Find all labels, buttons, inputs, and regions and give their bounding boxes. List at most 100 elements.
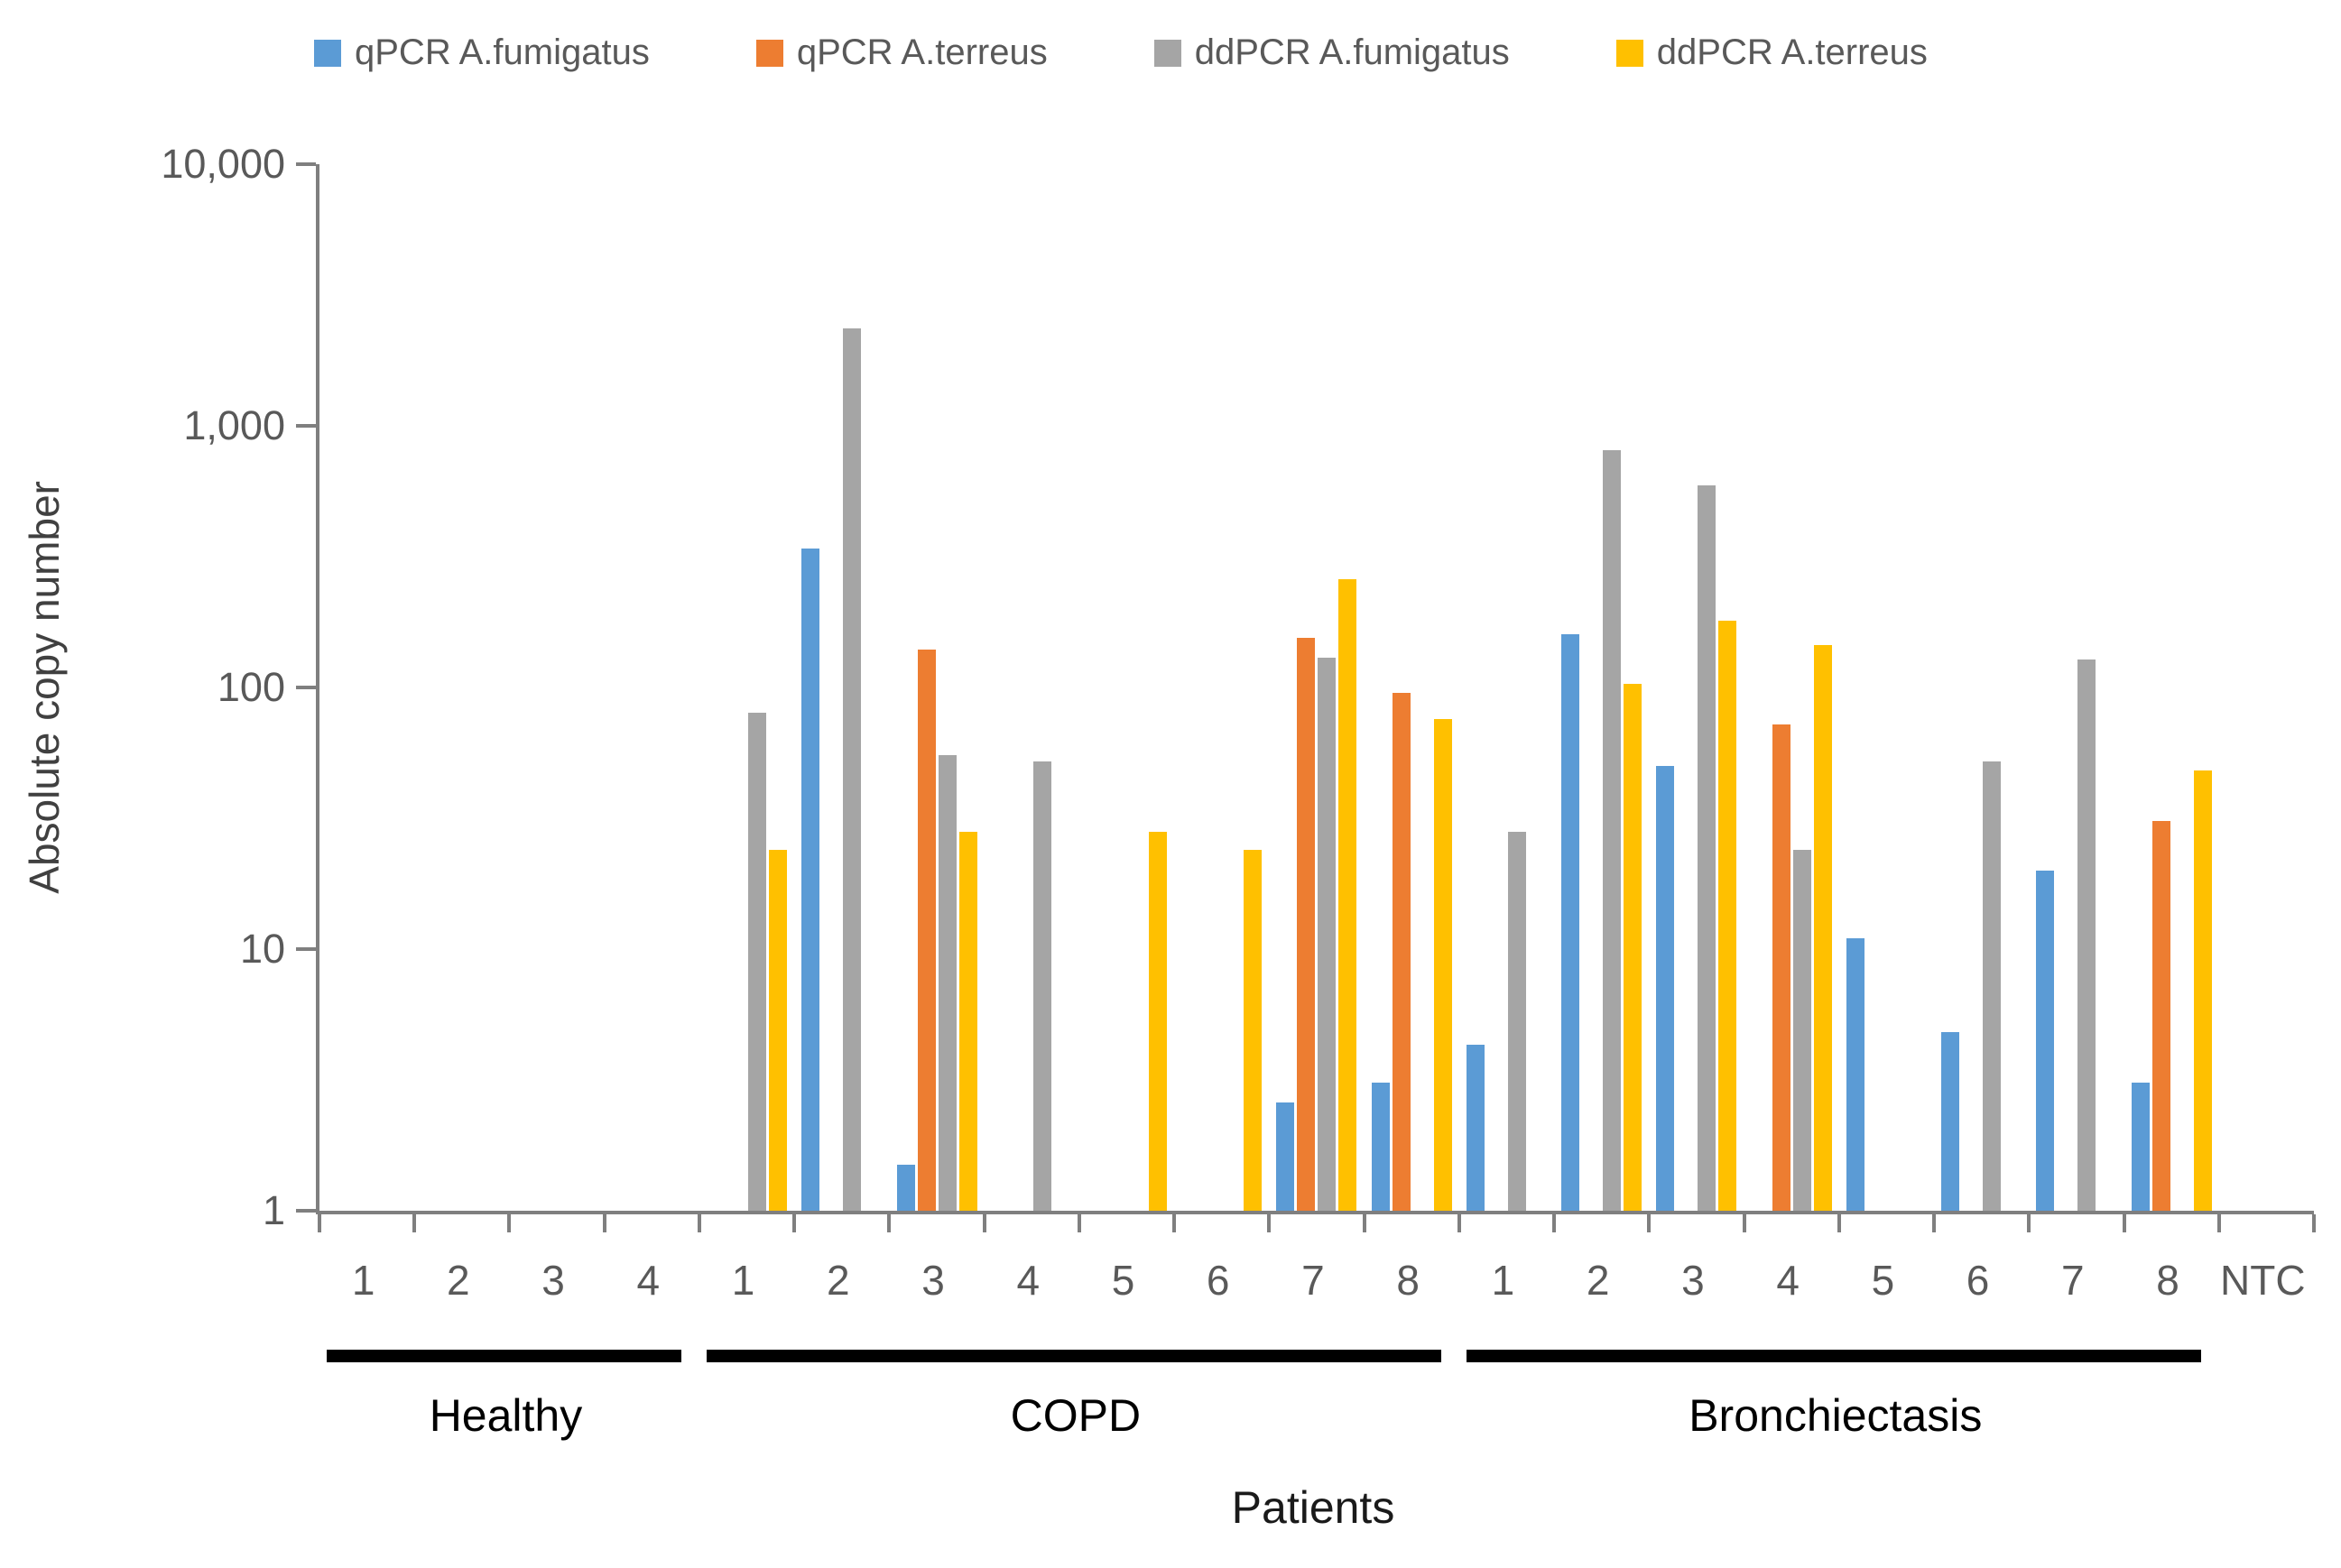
bar-slot <box>1792 164 1811 1211</box>
bar-slot <box>1054 164 1072 1211</box>
x-axis-title: Patients <box>316 1481 2310 1534</box>
bar-slot <box>1181 164 1199 1211</box>
bar <box>1718 620 1737 1211</box>
x-axis-tick <box>507 1214 512 1232</box>
group-label: COPD <box>1010 1390 1142 1441</box>
category-4 <box>985 164 1079 1211</box>
x-axis-tick <box>1362 1214 1366 1232</box>
bar-slot <box>1941 164 1960 1211</box>
bar <box>2077 659 2096 1211</box>
x-axis-tick <box>1742 1214 1746 1232</box>
bar <box>1656 766 1675 1211</box>
category-5 <box>1079 164 1174 1211</box>
x-tick-label: 1 <box>731 1257 755 1304</box>
x-tick-label: 3 <box>541 1257 565 1304</box>
category-3 <box>889 164 984 1211</box>
bar-slot <box>1338 164 1357 1211</box>
y-axis-tick <box>296 162 316 166</box>
x-axis-tick <box>1552 1214 1557 1232</box>
x-axis-tick <box>887 1214 892 1232</box>
group-underline <box>1466 1350 2201 1362</box>
bar <box>843 328 862 1211</box>
bar-slot <box>484 164 502 1211</box>
bar-slot <box>1603 164 1622 1211</box>
bar-slot <box>1087 164 1105 1211</box>
bar-slot <box>1529 164 1547 1211</box>
bar <box>1941 1032 1960 1211</box>
bar <box>1433 718 1452 1211</box>
x-axis-tick <box>1457 1214 1461 1232</box>
bar-slot <box>707 164 725 1211</box>
bar-slot <box>1813 164 1832 1211</box>
x-axis-tick <box>1837 1214 1841 1232</box>
x-tick-label: 3 <box>1681 1257 1705 1304</box>
bar-slot <box>463 164 481 1211</box>
bar-slot <box>1297 164 1316 1211</box>
x-axis-tick <box>318 1214 321 1232</box>
category-2 <box>1554 164 1649 1211</box>
x-tick-label: 8 <box>2156 1257 2179 1304</box>
x-axis-tick <box>982 1214 986 1232</box>
bar <box>1466 1045 1485 1211</box>
bar-slot <box>2057 164 2075 1211</box>
bar <box>1318 657 1337 1211</box>
x-tick-label: 1 <box>1491 1257 1515 1304</box>
group-underline <box>327 1350 681 1362</box>
plot-area <box>296 162 2316 1232</box>
x-axis-tick <box>2216 1214 2221 1232</box>
x-axis-tick <box>1172 1214 1177 1232</box>
category-4 <box>1744 164 1839 1211</box>
legend-item: qPCR A.fumigatus <box>314 32 650 73</box>
bar <box>1813 645 1832 1211</box>
category-7 <box>1269 164 1364 1211</box>
bar <box>1371 1082 1390 1211</box>
bar-slot <box>958 164 977 1211</box>
y-axis-labels: 10,000 1,000 100 10 1 <box>0 141 285 1233</box>
bar-slot <box>2173 164 2191 1211</box>
bar-slot <box>2036 164 2055 1211</box>
bar-slot <box>1244 164 1263 1211</box>
bar-slot <box>1561 164 1580 1211</box>
x-axis-tick <box>792 1214 797 1232</box>
bar <box>1392 693 1411 1211</box>
bar-slot <box>1107 164 1125 1211</box>
x-tick-label: 2 <box>1586 1257 1610 1304</box>
bar-slot <box>727 164 745 1211</box>
bar <box>1603 449 1622 1211</box>
bar-slot <box>2226 164 2244 1211</box>
bar-slot <box>1888 164 1906 1211</box>
bar-slot <box>917 164 936 1211</box>
x-tick-label: 2 <box>447 1257 470 1304</box>
x-tick-label: 2 <box>826 1257 850 1304</box>
x-tick-label: 4 <box>1016 1257 1041 1304</box>
bar <box>1624 684 1642 1211</box>
bar-slot <box>653 164 671 1211</box>
bar-slot <box>2098 164 2116 1211</box>
x-tick-label: 5 <box>1111 1257 1135 1304</box>
bar-slot <box>1148 164 1167 1211</box>
bar-slot <box>1718 164 1737 1211</box>
bar-slot <box>748 164 767 1211</box>
bar-slot <box>633 164 651 1211</box>
x-tick-label: 4 <box>636 1257 661 1304</box>
bar <box>1983 761 2002 1211</box>
bar-slot <box>1276 164 1295 1211</box>
bar-slot <box>1466 164 1485 1211</box>
bar-slot <box>1846 164 1864 1211</box>
bar-slot <box>1582 164 1600 1211</box>
category-3 <box>509 164 604 1211</box>
category-NTC <box>2219 164 2314 1211</box>
y-tick-label: 100 <box>217 664 285 710</box>
bar-slot <box>801 164 820 1211</box>
x-axis-tick <box>1077 1214 1081 1232</box>
group-underline <box>706 1350 1441 1362</box>
bar-slot <box>769 164 788 1211</box>
bar <box>801 548 820 1211</box>
bar-slot <box>1909 164 1927 1211</box>
bar-slot <box>2077 164 2096 1211</box>
y-axis-tick <box>296 424 316 428</box>
category-4 <box>605 164 699 1211</box>
x-axis-title-text: Patients <box>1231 1482 1395 1533</box>
category-6 <box>1174 164 1269 1211</box>
x-axis-tick <box>602 1214 606 1232</box>
